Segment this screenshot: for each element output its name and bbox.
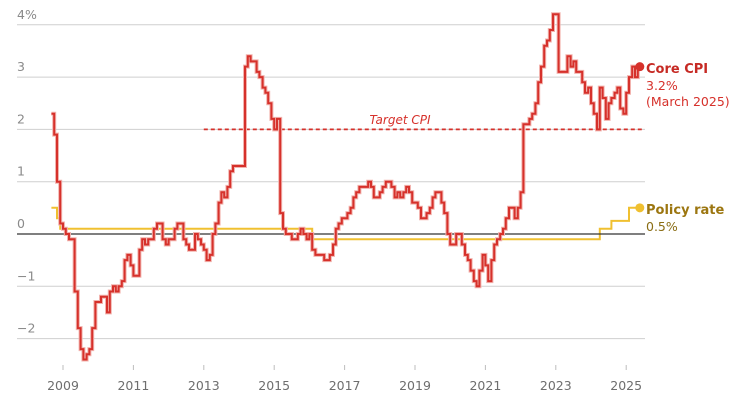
core-cpi-note: (March 2025) bbox=[646, 94, 730, 109]
y-axis-ticks: 4% 3 2 1 0 −1 −2 bbox=[17, 7, 37, 336]
y-tick-label: 3 bbox=[17, 59, 25, 74]
y-tick-label: −1 bbox=[17, 268, 35, 283]
target-cpi-label: Target CPI bbox=[369, 113, 430, 127]
x-tick-label: 2019 bbox=[399, 378, 431, 393]
x-tick-label: 2021 bbox=[469, 378, 501, 393]
series-lines bbox=[17, 12, 645, 362]
core-cpi-halo bbox=[51, 12, 640, 362]
y-tick-label: 0 bbox=[17, 216, 25, 231]
x-axis-ticks: 2009 2011 2013 2015 2017 2019 2021 2023 2025 bbox=[47, 365, 642, 393]
x-tick-label: 2013 bbox=[188, 378, 220, 393]
core-cpi-title: Core CPI bbox=[646, 62, 708, 77]
y-tick-label: 4% bbox=[17, 7, 37, 22]
x-tick-label: 2023 bbox=[540, 378, 572, 393]
core-cpi-legend: Core CPI 3.2% (March 2025) bbox=[646, 62, 730, 109]
y-tick-label: 1 bbox=[17, 164, 25, 179]
policy-rate-title: Policy rate bbox=[646, 203, 724, 218]
core-cpi-line bbox=[51, 13, 639, 361]
policy-rate-end-marker bbox=[635, 203, 645, 213]
y-tick-label: −2 bbox=[17, 321, 35, 336]
x-tick-label: 2011 bbox=[117, 378, 149, 393]
x-tick-label: 2017 bbox=[329, 378, 361, 393]
x-tick-label: 2025 bbox=[610, 378, 642, 393]
x-tick-label: 2015 bbox=[258, 378, 290, 393]
y-tick-label: 2 bbox=[17, 111, 25, 126]
core-cpi-end-marker bbox=[635, 62, 645, 72]
policy-rate-value: 0.5% bbox=[646, 219, 678, 234]
core-cpi-value: 3.2% bbox=[646, 78, 678, 93]
policy-rate-legend: Policy rate 0.5% bbox=[646, 203, 724, 234]
x-tick-label: 2009 bbox=[47, 378, 79, 393]
